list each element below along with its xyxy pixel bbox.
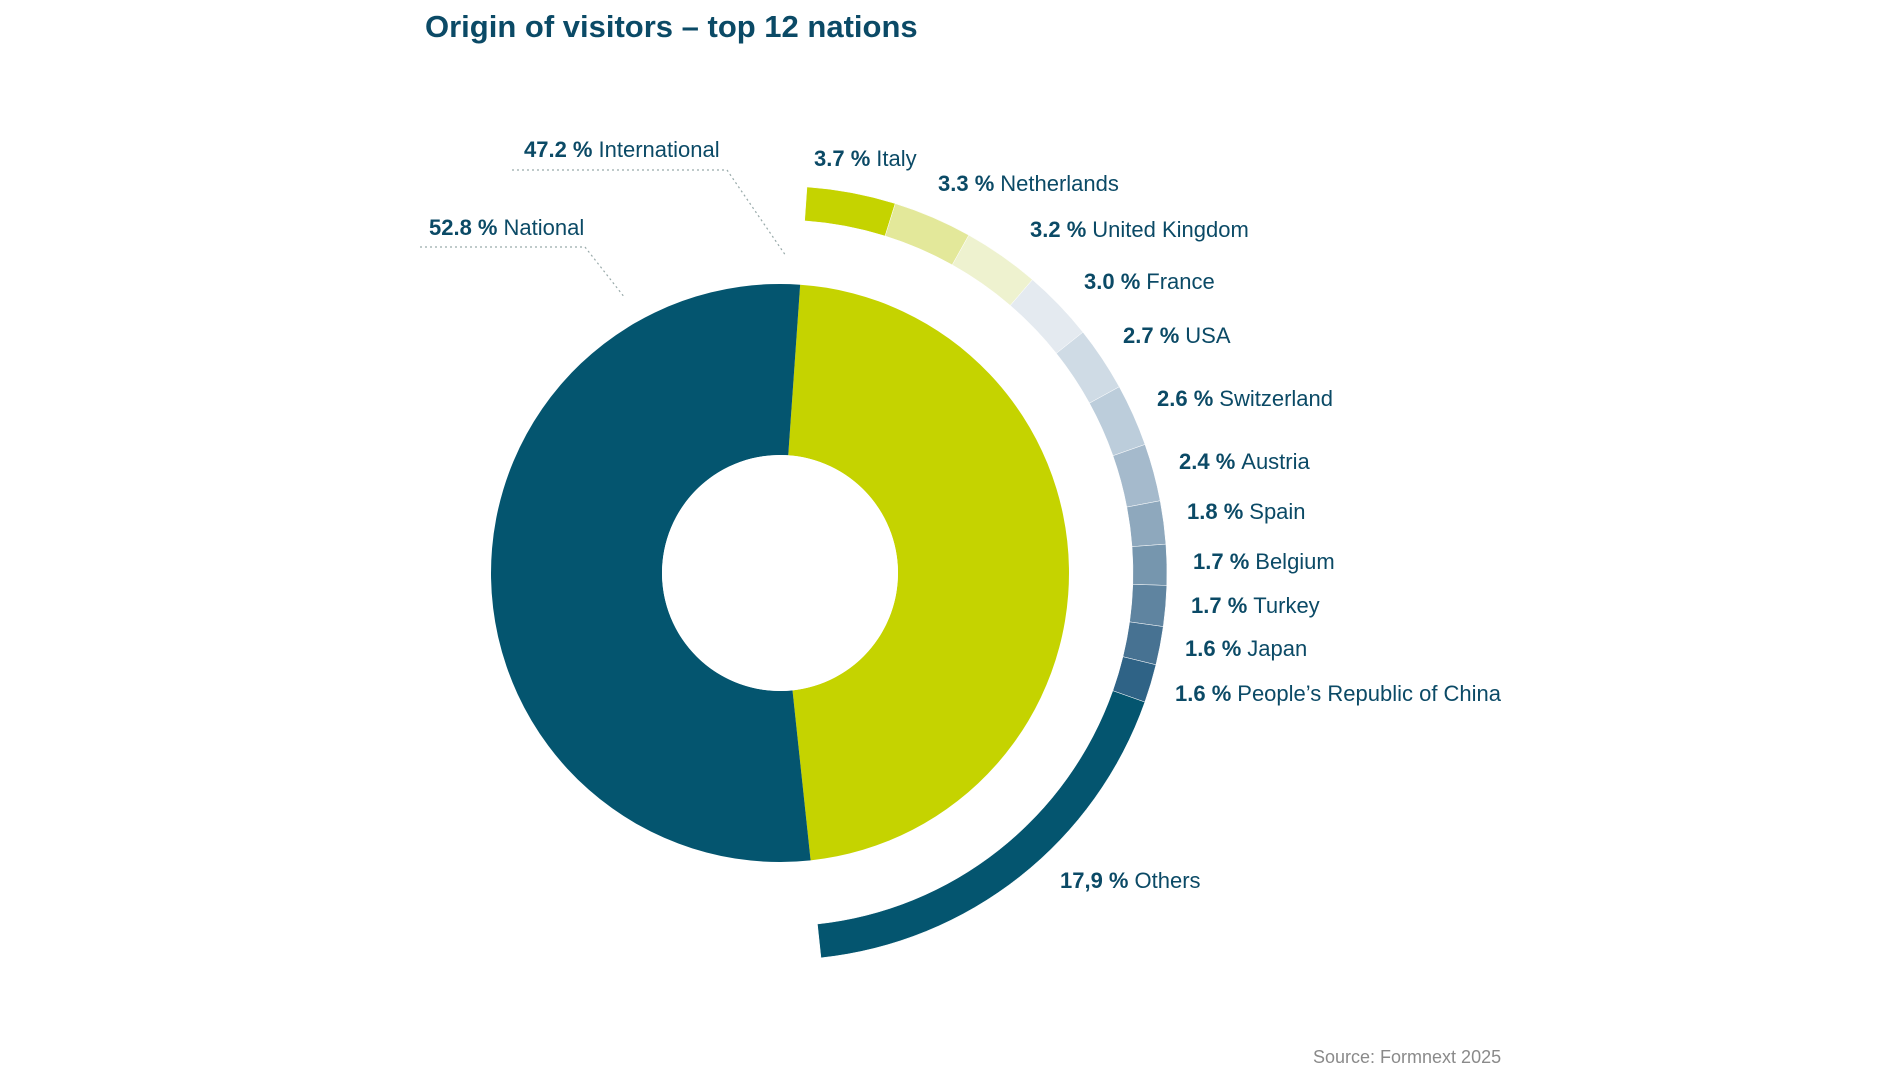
slice-label: 3.0 % France	[1084, 269, 1215, 294]
leader-line	[420, 246, 626, 299]
category-label: Belgium	[1255, 549, 1334, 574]
value-label: 1.8 %	[1187, 499, 1243, 524]
pie-slice	[1126, 500, 1167, 547]
value-label: 3.0 %	[1084, 269, 1140, 294]
category-label: Italy	[876, 146, 916, 171]
value-label: 2.4 %	[1179, 449, 1235, 474]
category-label: Japan	[1247, 636, 1307, 661]
slice-label: 2.7 % USA	[1123, 323, 1231, 348]
slice-label: 2.6 % Switzerland	[1157, 386, 1333, 411]
pie-slice	[1112, 444, 1161, 508]
slice-label: 2.4 % Austria	[1179, 449, 1311, 474]
pie-slice	[1129, 584, 1168, 627]
value-label: 3.2 %	[1030, 217, 1086, 242]
category-label: Austria	[1241, 449, 1310, 474]
value-label: 3.3 %	[938, 171, 994, 196]
value-label: 1.7 %	[1191, 593, 1247, 618]
category-label: Spain	[1249, 499, 1305, 524]
pie-slice	[884, 203, 970, 266]
slice-label: 1.8 % Spain	[1187, 499, 1306, 524]
category-label: Netherlands	[1000, 171, 1119, 196]
value-label: 1.6 %	[1185, 636, 1241, 661]
pie-slice	[817, 690, 1146, 959]
slice-label: 1.7 % Belgium	[1193, 549, 1335, 574]
value-label: 1.6 %	[1175, 681, 1231, 706]
category-label: International	[599, 137, 720, 162]
pie-slice	[788, 284, 1070, 861]
value-label: 2.7 %	[1123, 323, 1179, 348]
slice-label: 3.7 % Italy	[814, 146, 917, 171]
pie-slice	[1131, 543, 1168, 586]
value-label: 1.7 %	[1193, 549, 1249, 574]
pie-slice	[804, 186, 896, 237]
category-label: United Kingdom	[1092, 217, 1249, 242]
category-label: Turkey	[1253, 593, 1319, 618]
category-label: USA	[1185, 323, 1231, 348]
category-label: France	[1146, 269, 1214, 294]
leader-line	[512, 169, 787, 257]
slice-label: 3.3 % Netherlands	[938, 171, 1119, 196]
value-label: 3.7 %	[814, 146, 870, 171]
category-label: People’s Republic of China	[1237, 681, 1502, 706]
source: Source: Formnext 2025	[1313, 1047, 1501, 1067]
value-label: 17,9 %	[1060, 868, 1129, 893]
chart-title: Origin of visitors – top 12 nations	[425, 9, 918, 44]
pie-slice	[491, 284, 811, 863]
value-label: 52.8 %	[429, 215, 498, 240]
donut-hole	[662, 455, 898, 691]
category-label: Others	[1135, 868, 1201, 893]
category-label: Switzerland	[1219, 386, 1333, 411]
slice-label: 1.7 % Turkey	[1191, 593, 1320, 618]
category-label: National	[504, 215, 585, 240]
slice-label: 47.2 % International	[524, 137, 720, 162]
slice-label: 1.6 % People’s Republic of China	[1175, 681, 1502, 706]
value-label: 47.2 %	[524, 137, 593, 162]
slice-label: 52.8 % National	[429, 215, 584, 240]
slice-label: 3.2 % United Kingdom	[1030, 217, 1249, 242]
slice-label: 1.6 % Japan	[1185, 636, 1307, 661]
value-label: 2.6 %	[1157, 386, 1213, 411]
slice-label: 17,9 % Others	[1060, 868, 1201, 893]
